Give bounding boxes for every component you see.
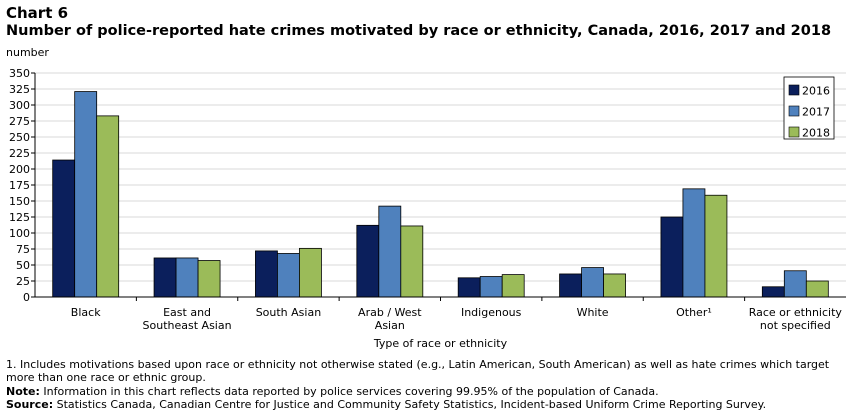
note-label: Note:: [6, 384, 40, 398]
y-tick-label: 25: [16, 275, 30, 288]
x-tick-label: Asian: [375, 319, 405, 332]
bar-2017-4: 2017: 32: [479, 276, 503, 298]
y-tick-label: 350: [9, 67, 30, 80]
y-tick-label: 200: [9, 163, 30, 176]
axis-labels: number 0 25 50 75 100 125 150 175 200 225 250 275 300…: [6, 46, 842, 350]
y-tick-label: 50: [16, 259, 30, 272]
source-text: Statistics Canada, Canadian Centre for J…: [53, 397, 767, 411]
y-tick-label: 300: [9, 99, 30, 112]
bar-2018-7: 2018: 25: [805, 280, 829, 298]
bar-2017-7: 2017: 41: [783, 270, 807, 298]
x-tick-label: East and: [163, 306, 211, 319]
bar-2018-1: 2018: 57: [197, 260, 221, 298]
legend: 2016 2017 2018: [783, 76, 835, 140]
y-tick-label: 75: [16, 243, 30, 256]
x-tick-label: not specified: [760, 319, 831, 332]
legend-swatch-2016: [788, 84, 800, 96]
bar-2016-0: 2016: 214: [52, 159, 76, 298]
footnote-1: 1. Includes motivations based upon race …: [6, 358, 830, 385]
bar-2016-5: 2016: 36: [559, 273, 582, 298]
legend-swatch-2017: [788, 105, 800, 117]
note-line: Note: Information in this chart reflects…: [6, 385, 846, 398]
bar-2018-4: 2018: 35: [501, 274, 525, 298]
y-tick-label: 150: [9, 195, 30, 208]
bar-2016-7: 2016: 16: [761, 286, 785, 298]
axes: [31, 72, 846, 301]
bar-2018-6: 2018: 159: [704, 194, 728, 298]
x-tick-label: South Asian: [256, 306, 322, 319]
y-tick-label: 125: [9, 211, 30, 224]
chart-number: Chart 6: [6, 4, 69, 22]
bar-2018-3: 2018: 111: [400, 225, 424, 298]
chart-title: Number of police-reported hate crimes mo…: [6, 23, 832, 39]
x-tick-label: Indigenous: [461, 306, 522, 319]
x-tick-label: Southeast Asian: [143, 319, 232, 332]
bar-2018-5: 2018: 36: [603, 273, 626, 298]
source-line: Source: Statistics Canada, Canadian Cent…: [6, 398, 846, 411]
x-tick-label: Other¹: [676, 306, 712, 319]
bar-2017-2: 2017: 68: [277, 253, 300, 298]
bar-2017-3: 2017: 142: [378, 205, 402, 298]
y-tick-label: 100: [9, 227, 30, 240]
legend-label-2017: 2017: [802, 106, 830, 119]
y-tick-label: 275: [9, 115, 30, 128]
x-tick-label: Race or ethnicity: [749, 306, 843, 319]
x-tick-label: Arab / West: [358, 306, 422, 319]
bar-2017-6: 2017: 169: [682, 188, 706, 298]
x-tick-label: Black: [71, 306, 101, 319]
chart-notes: 1. Includes motivations based upon race …: [6, 358, 846, 411]
x-tick-label: White: [577, 306, 609, 319]
legend-label-2018: 2018: [802, 127, 830, 140]
note-text: Information in this chart reflects data …: [39, 384, 659, 398]
bar-2017-5: 2017: 46: [581, 267, 604, 298]
bar-2017-1: 2017: 61: [175, 257, 199, 298]
x-axis-title: Type of race or ethnicity: [373, 337, 508, 350]
y-tick-label: 225: [9, 147, 30, 160]
bar-2016-4: 2016: 30: [457, 277, 481, 298]
bar-2016-6: 2016: 125: [660, 216, 684, 298]
bar-2016-1: 2016: 61: [153, 257, 177, 298]
bar-2016-3: 2016: 112: [356, 224, 380, 298]
bar-2018-2: 2018: 76: [299, 247, 322, 298]
y-tick-label: 250: [9, 131, 30, 144]
bar-2016-2: 2016: 72: [255, 250, 278, 298]
y-axis-unit-label: number: [6, 46, 49, 59]
bars: 2016: 2142017: 3212018: 2832016: 612017:…: [52, 91, 829, 298]
y-tick-label: 325: [9, 83, 30, 96]
legend-label-2016: 2016: [802, 85, 830, 98]
bar-2018-0: 2018: 283: [96, 115, 120, 298]
y-tick-label: 175: [9, 179, 30, 192]
source-label: Source:: [6, 397, 54, 411]
legend-swatch-2018: [788, 126, 800, 138]
bar-2017-0: 2017: 321: [74, 91, 98, 298]
y-tick-label: 0: [23, 291, 30, 304]
